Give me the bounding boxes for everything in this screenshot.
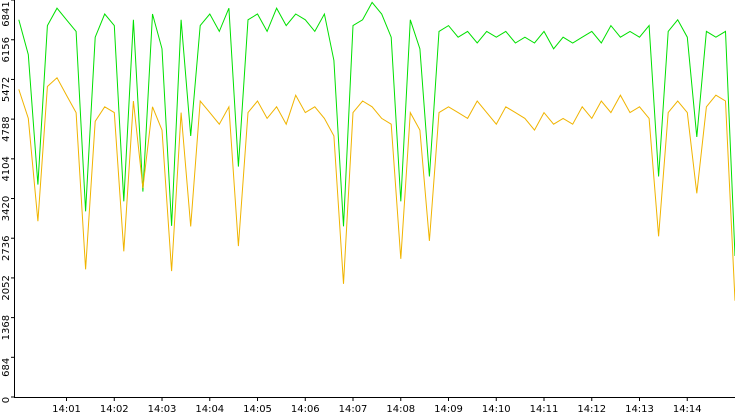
x-tick-label: 14:02 [100, 404, 129, 415]
series-line [18, 77, 735, 301]
y-tick-label: 0 [1, 397, 12, 403]
x-tick-label: 14:03 [148, 404, 177, 415]
y-tick-label: 5472 [1, 77, 12, 102]
series-line [18, 1, 735, 257]
y-tick-label: 6156 [1, 37, 12, 62]
x-tick-label: 14:04 [195, 404, 224, 415]
y-tick-label: 6841 [1, 1, 12, 26]
y-tick-label: 2736 [1, 235, 12, 260]
y-tick-label: 4788 [1, 116, 12, 141]
x-tick-label: 14:08 [386, 404, 415, 415]
y-tick-label: 3420 [1, 196, 12, 221]
x-tick-label: 14:06 [291, 404, 320, 415]
x-tick-label: 14:11 [530, 404, 559, 415]
y-tick-label: 4104 [1, 156, 12, 181]
x-tick-label: 14:10 [482, 404, 511, 415]
y-tick-label: 684 [1, 358, 12, 377]
x-tick-label: 14:01 [52, 404, 81, 415]
y-tick-label: 2052 [1, 275, 12, 300]
x-tick-label: 14:07 [339, 404, 368, 415]
x-tick-label: 14:12 [577, 404, 606, 415]
x-tick-label: 14:13 [625, 404, 654, 415]
y-tick-label: 1368 [1, 315, 12, 340]
x-tick-label: 14:14 [673, 404, 702, 415]
x-tick-label: 14:05 [243, 404, 272, 415]
x-tick-label: 14:09 [434, 404, 463, 415]
